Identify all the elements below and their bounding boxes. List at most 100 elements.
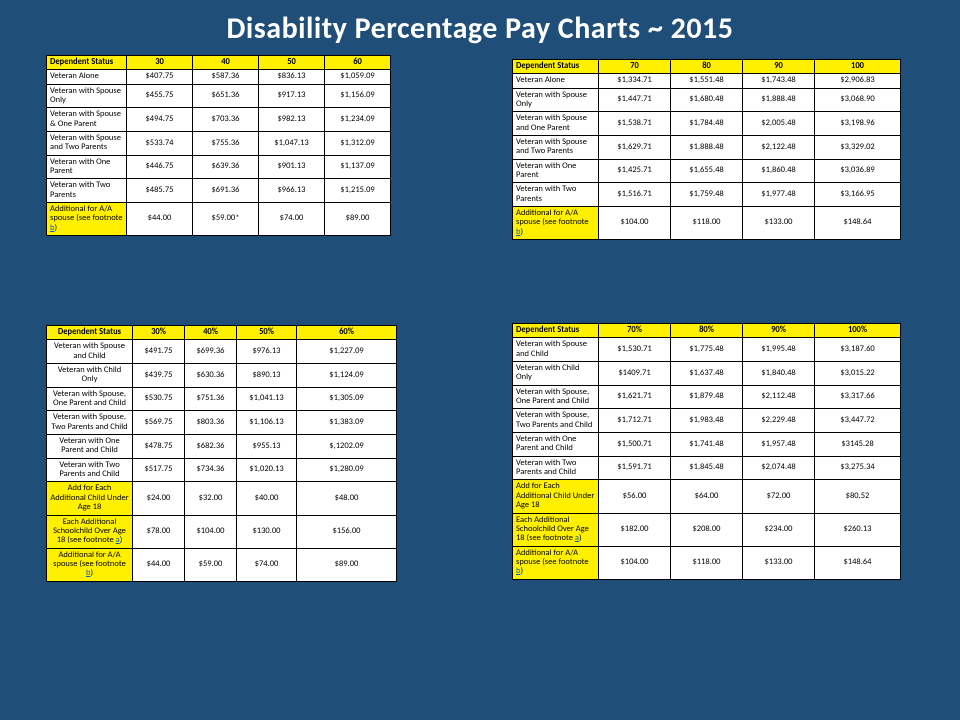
table-row: Veteran with Spouse and Two Parents$533.… [47,132,391,156]
table-row: Veteran with One Parent$1,425.71$1,655.4… [513,159,901,183]
cell-value: $3,329.02 [815,136,901,160]
cell-value: $455.75 [127,84,193,108]
table-row: Add for Each Additional Child Under Age … [513,480,901,513]
cell-value: $44.00 [133,548,185,581]
table-row: Veteran with Spouse Only$455.75$651.36$9… [47,84,391,108]
cell-value: $3,198.96 [815,112,901,136]
cell-value: $1,516.71 [599,183,671,207]
cell-value: $40.00 [237,482,297,515]
table-row: Additional for A/A spouse (see footnote … [513,207,901,240]
col-header: 100 [815,60,901,74]
table-row: Veteran Alone$1,334.71$1,551.48$1,743.48… [513,74,901,88]
row-label: Veteran with Spouse and One Parent [513,112,599,136]
row-label: Veteran with Child Only [47,364,133,388]
cell-value: $1,983.48 [671,409,743,433]
row-label: Each Additional Schoolchild Over Age 18 … [47,515,133,548]
cell-value: $148.64 [815,207,901,240]
cell-value: $78.00 [133,515,185,548]
row-label: Veteran with Spouse, Two Parents and Chi… [513,409,599,433]
cell-value: $407.75 [127,70,193,84]
cell-value: $1,425.71 [599,159,671,183]
cell-value: $2,005.48 [743,112,815,136]
cell-value: $639.36 [193,155,259,179]
table-row: Veteran with Spouse and One Parent$1,538… [513,112,901,136]
cell-value: $1,775.48 [671,338,743,362]
cell-value: $651.36 [193,84,259,108]
table-t1: Dependent Status30405060Veteran Alone$40… [46,55,391,236]
cell-value: $1,530.71 [599,338,671,362]
table-t3: Dependent Status30%40%50%60%Veteran with… [46,325,397,582]
col-header-status: Dependent Status [47,326,133,340]
col-header: 50 [259,56,325,70]
col-header: 70% [599,324,671,338]
cell-value: $32.00 [185,482,237,515]
cell-value: $59.00* [193,203,259,236]
cell-value: $3,447.72 [815,409,901,433]
cell-value: $148.64 [815,546,901,579]
table-row: Veteran with Two Parents$1,516.71$1,759.… [513,183,901,207]
col-header-status: Dependent Status [47,56,127,70]
cell-value: $569.75 [133,411,185,435]
table-row: Veteran with Two Parents$485.75$691.36$9… [47,179,391,203]
cell-value: $1409.71 [599,362,671,386]
cell-value: $1,156.09 [325,84,391,108]
cell-value: $530.75 [133,387,185,411]
row-label: Veteran with Spouse Only [47,84,127,108]
cell-value: $1,280.09 [297,458,397,482]
cell-value: $234.00 [743,513,815,546]
cell-value: $533.74 [127,132,193,156]
cell-value: $485.75 [127,179,193,203]
table-row: Additional for A/A spouse (see footnote … [47,548,397,581]
col-header-status: Dependent Status [513,324,599,338]
cell-value: $260.13 [815,513,901,546]
cell-value: $1,743.48 [743,74,815,88]
table-row: Veteran with Child Only$439.75$630.36$89… [47,364,397,388]
table-row: Veteran Alone$407.75$587.36$836.13$1,059… [47,70,391,84]
row-label: Additional for A/A spouse (see footnote … [47,548,133,581]
cell-value: $3,036.89 [815,159,901,183]
row-label: Veteran with Spouse Only [513,88,599,112]
cell-value: $699.36 [185,340,237,364]
row-label: Veteran with Two Parents [47,179,127,203]
col-header: 100% [815,324,901,338]
cell-value: $1,860.48 [743,159,815,183]
page-title: Disability Percentage Pay Charts ~ 2015 [0,0,960,55]
cell-value: $1,124.09 [297,364,397,388]
cell-value: $478.75 [133,435,185,459]
table-row: Veteran with Spouse, Two Parents and Chi… [47,411,397,435]
cell-value: $836.13 [259,70,325,84]
cell-value: $182.00 [599,513,671,546]
cell-value: $74.00 [237,548,297,581]
cell-value: $901.13 [259,155,325,179]
cell-value: $517.75 [133,458,185,482]
cell-value: $74.00 [259,203,325,236]
cell-value: $2,074.48 [743,456,815,480]
cell-value: $1,629.71 [599,136,671,160]
cell-value: $1,621.71 [599,385,671,409]
cell-value: $734.36 [185,458,237,482]
cell-value: $1,041.13 [237,387,297,411]
cell-value: $104.00 [599,546,671,579]
cell-value: $156.00 [297,515,397,548]
cell-value: $1,655.48 [671,159,743,183]
cell-value: $3,166.95 [815,183,901,207]
col-header: 30 [127,56,193,70]
table-t2: Dependent Status708090100Veteran Alone$1… [512,59,901,240]
col-header: 40% [185,326,237,340]
cell-value: $104.00 [599,207,671,240]
cell-value: $130.00 [237,515,297,548]
table-row: Veteran with Spouse & One Parent$494.75$… [47,108,391,132]
cell-value: $1,447.71 [599,88,671,112]
cell-value: $1,741.48 [671,433,743,457]
cell-value: $1,995.48 [743,338,815,362]
table-row: Veteran with Spouse and Child$491.75$699… [47,340,397,364]
cell-value: $2,229.48 [743,409,815,433]
row-label: Veteran with Spouse, One Parent and Chil… [47,387,133,411]
row-label: Add for Each Additional Child Under Age … [513,480,599,513]
cell-value: $118.00 [671,546,743,579]
row-label: Each Additional Schoolchild Over Age 18 … [513,513,599,546]
col-header: 90 [743,60,815,74]
row-label: Additional for A/A spouse (see footnote … [513,546,599,579]
cell-value: $1,227.09 [297,340,397,364]
cell-value: $72.00 [743,480,815,513]
